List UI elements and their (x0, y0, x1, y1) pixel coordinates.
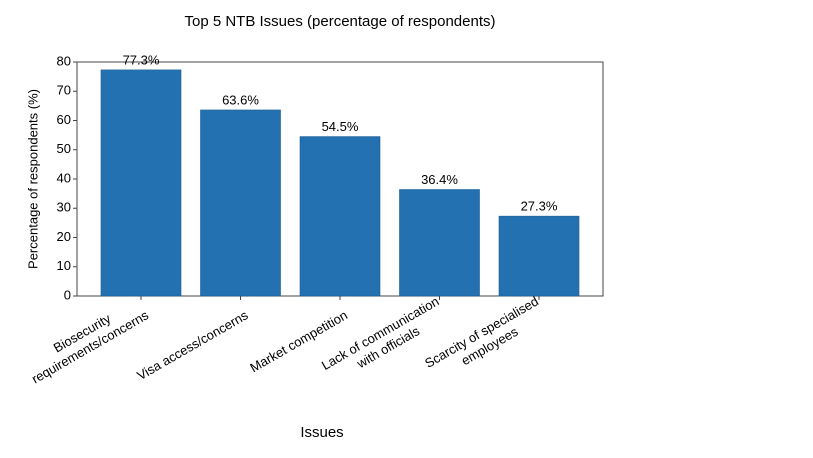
y-tick-label: 70 (57, 83, 71, 98)
value-label: 77.3% (123, 52, 160, 67)
x-tick-label: Scarcity of specialisedemployees (422, 294, 549, 385)
y-tick-label: 30 (57, 200, 71, 215)
y-tick-label: 60 (57, 112, 71, 127)
y-tick-label: 10 (57, 258, 71, 273)
x-tick-group: Biosecurityrequirements/concerns (21, 294, 151, 387)
y-tick-label: 80 (57, 53, 71, 68)
value-label: 27.3% (521, 199, 558, 214)
chart-title: Top 5 NTB Issues (percentage of responde… (184, 13, 495, 30)
x-tick-label: Biosecurityrequirements/concerns (21, 294, 151, 387)
value-label: 54.5% (322, 119, 359, 134)
y-tick-label: 0 (64, 287, 71, 302)
y-tick-label: 40 (57, 170, 71, 185)
value-label: 36.4% (421, 172, 458, 187)
x-axis-title: Issues (300, 424, 343, 441)
x-tick-label: Visa access/concerns (135, 308, 252, 384)
y-axis-title: Percentage of respondents (%) (25, 89, 40, 269)
bar (498, 215, 580, 297)
x-tick-group: Visa access/concerns (135, 308, 252, 384)
x-tick-label: Lack of communicationwith officials (319, 294, 450, 387)
bar (100, 69, 182, 297)
value-label: 63.6% (222, 92, 259, 107)
bar (399, 189, 480, 297)
bar (299, 136, 381, 297)
y-tick-label: 50 (57, 141, 71, 156)
y-tick-label: 20 (57, 229, 71, 244)
x-tick-group: Lack of communicationwith officials (319, 294, 450, 387)
x-tick-group: Scarcity of specialisedemployees (422, 294, 549, 385)
bar (200, 109, 281, 297)
